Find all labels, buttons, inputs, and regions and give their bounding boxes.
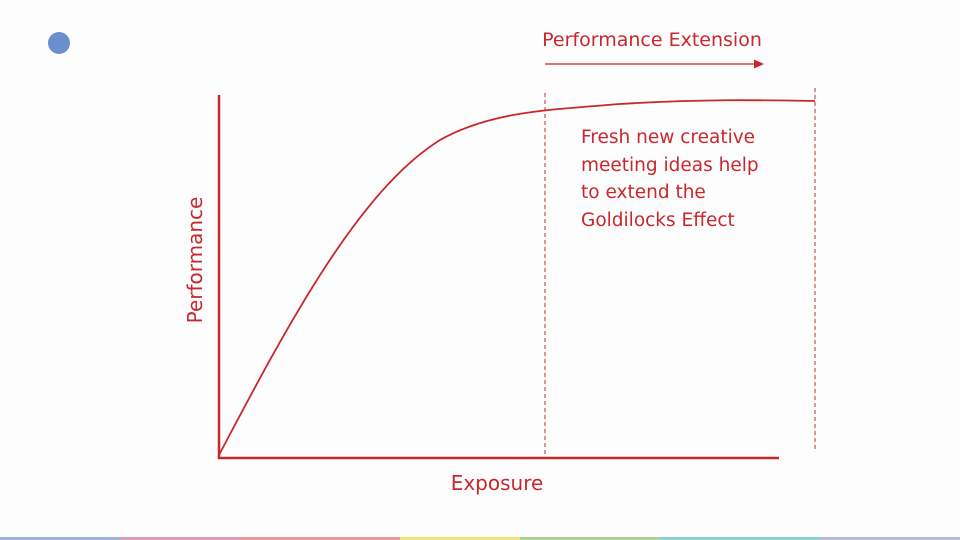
x-axis-label: Exposure	[451, 471, 544, 495]
note-line: Fresh new creative	[581, 127, 755, 148]
bullet-dot	[48, 32, 70, 54]
arrow-head	[754, 59, 764, 69]
note-line: Goldilocks Effect	[581, 210, 735, 231]
performance-curve	[218, 99, 816, 456]
note-line: meeting ideas help	[581, 155, 759, 176]
y-axis-label: Performance	[183, 197, 207, 324]
bottom-strip	[0, 537, 960, 540]
note-line: to extend the	[581, 182, 706, 203]
extension-label: Performance Extension	[542, 29, 762, 51]
